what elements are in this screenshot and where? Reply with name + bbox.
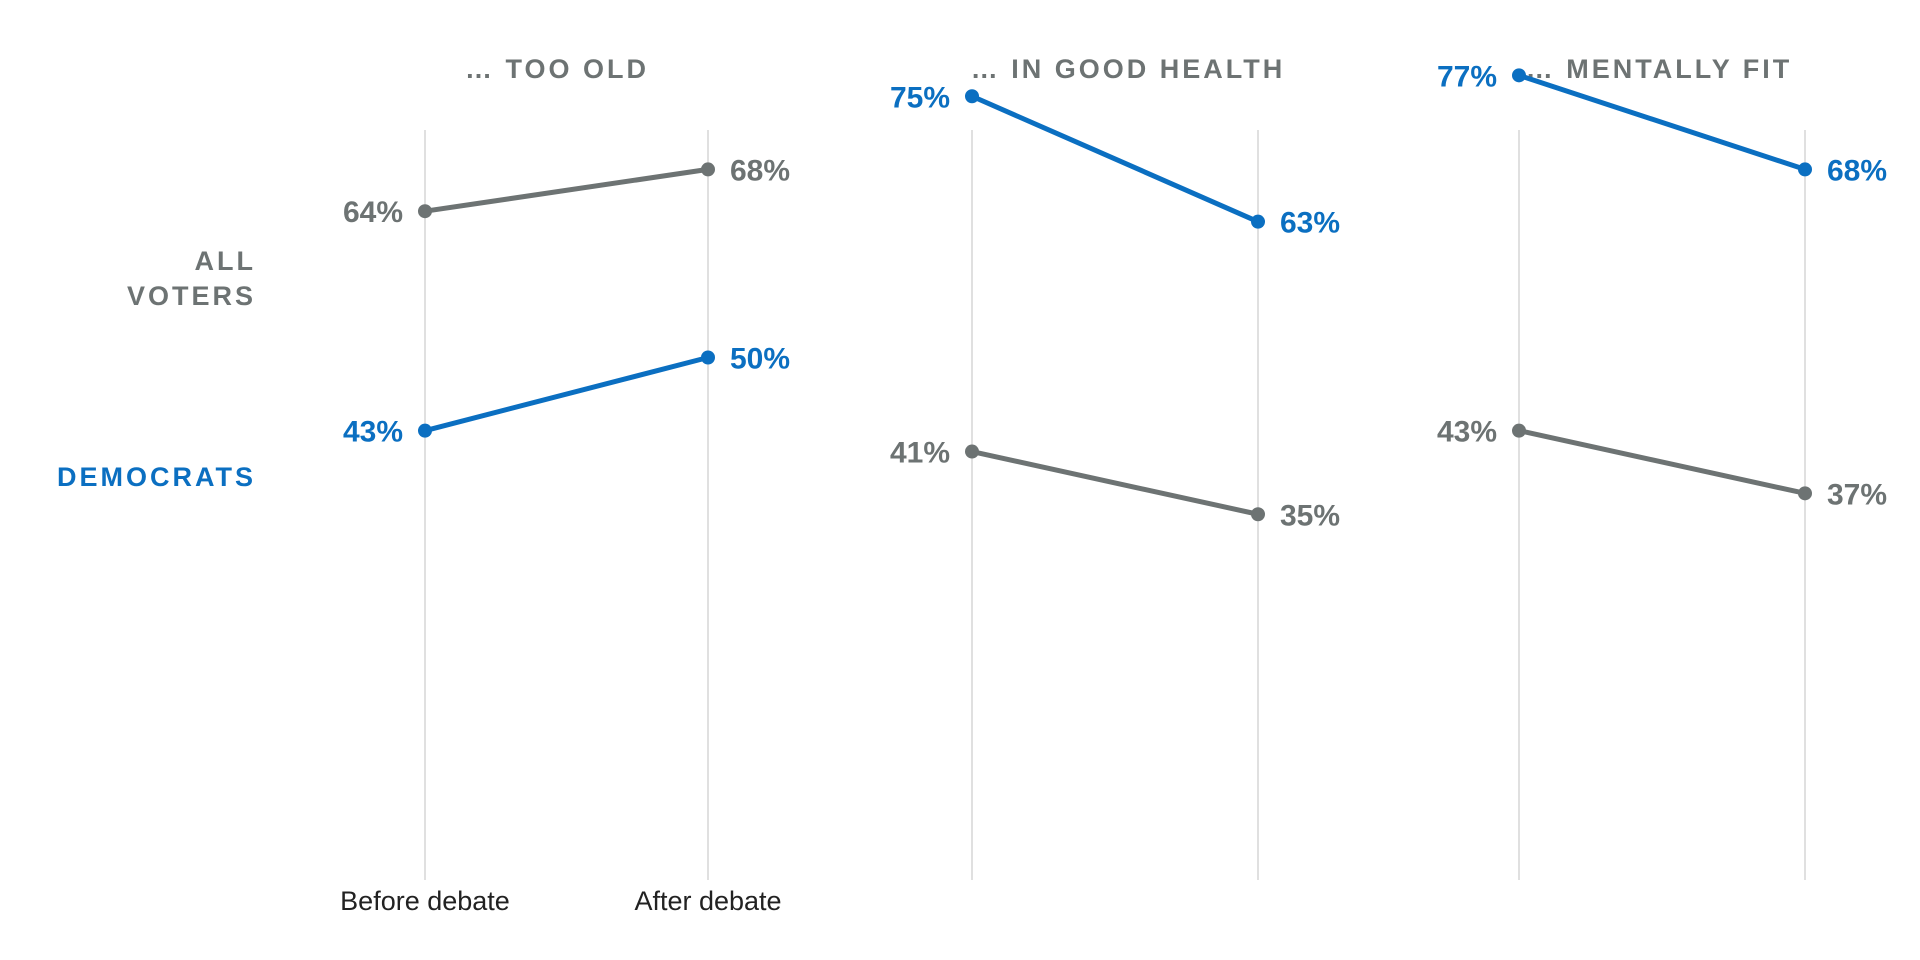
data-point bbox=[1251, 507, 1265, 522]
data-point bbox=[1251, 214, 1265, 229]
data-label: 43% bbox=[1437, 416, 1497, 449]
data-point bbox=[1798, 162, 1812, 177]
series-line-democrats bbox=[969, 93, 1261, 225]
data-point bbox=[701, 162, 715, 177]
data-point bbox=[1512, 68, 1526, 83]
panel-title: … MENTALLY FIT bbox=[1526, 54, 1793, 84]
data-label: 35% bbox=[1280, 499, 1340, 532]
row-label-all-voters: VOTERS bbox=[127, 281, 256, 311]
data-label: 64% bbox=[343, 196, 403, 229]
data-label: 75% bbox=[890, 81, 950, 114]
series-line-democrats bbox=[422, 355, 711, 434]
data-point bbox=[1512, 423, 1526, 438]
data-point bbox=[418, 204, 432, 219]
data-label: 43% bbox=[343, 416, 403, 449]
series-line-all-voters bbox=[422, 166, 711, 214]
data-label: 77% bbox=[1437, 60, 1497, 93]
data-point bbox=[701, 350, 715, 365]
x-tick-label: Before debate bbox=[340, 886, 510, 916]
x-tick-label: After debate bbox=[634, 886, 781, 916]
data-point bbox=[418, 423, 432, 438]
data-label: 50% bbox=[730, 343, 790, 376]
data-label: 63% bbox=[1280, 207, 1340, 240]
row-label-democrats: DEMOCRATS bbox=[57, 462, 256, 492]
data-label: 37% bbox=[1827, 478, 1887, 511]
series-line-all-voters bbox=[1516, 428, 1808, 496]
series-line-democrats bbox=[1516, 72, 1808, 172]
data-label: 68% bbox=[1827, 154, 1887, 187]
data-label: 41% bbox=[890, 437, 950, 470]
data-label: 68% bbox=[730, 154, 790, 187]
series-line-all-voters bbox=[969, 449, 1261, 517]
data-point bbox=[965, 89, 979, 104]
row-label-all-voters: ALL bbox=[195, 246, 256, 276]
panel-title: … TOO OLD bbox=[465, 54, 649, 84]
data-point bbox=[965, 444, 979, 459]
panel-title: … IN GOOD HEALTH bbox=[971, 54, 1286, 84]
data-point bbox=[1798, 486, 1812, 501]
